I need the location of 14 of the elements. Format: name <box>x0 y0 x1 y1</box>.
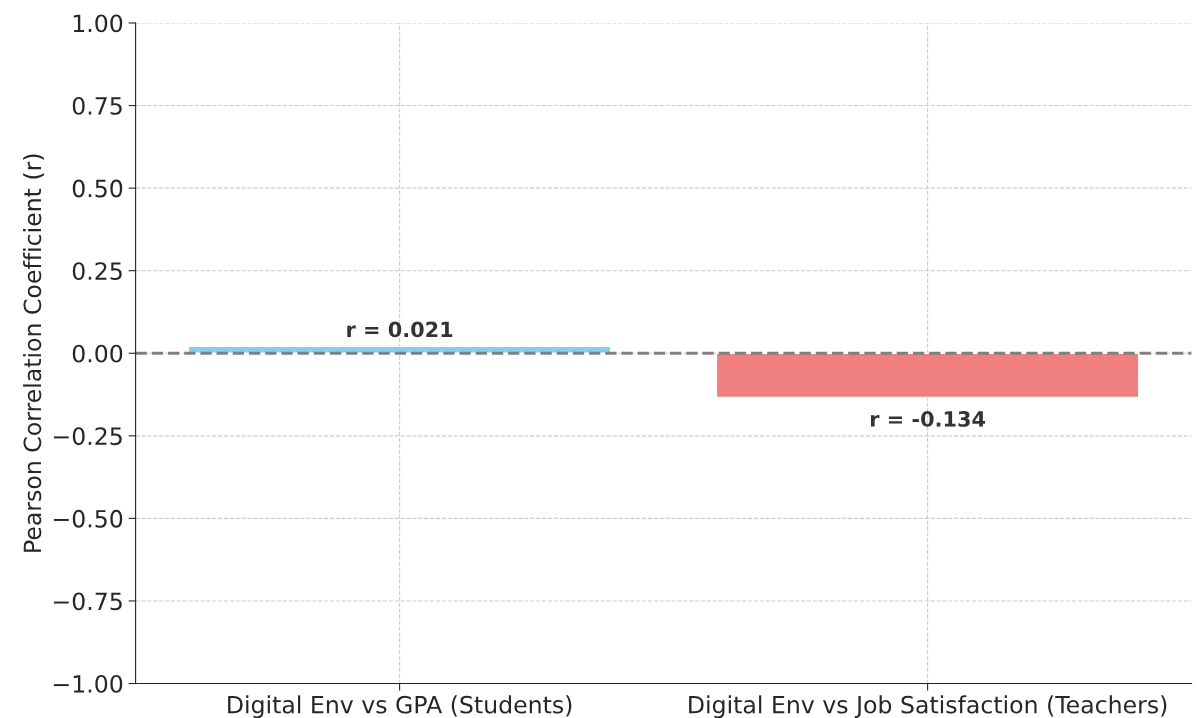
y-tick-label: −1.00 <box>53 674 123 693</box>
y-tick-label: 1.00 <box>73 14 123 33</box>
x-tick-label: Digital Env vs Job Satisfaction (Teachers) <box>689 695 1167 718</box>
y-tick-label: −0.25 <box>53 427 122 446</box>
y-tick-label: 0.50 <box>72 179 123 198</box>
data-label: r = -0.134 <box>870 411 986 427</box>
y-tick-label: 0.75 <box>72 96 122 115</box>
y-axis-title: Pearson Correlation Coefficient (r) <box>23 154 45 552</box>
data-label: r = 0.021 <box>347 321 453 338</box>
x-tick-label: Digital Env vs GPA (Students) <box>228 695 572 718</box>
y-tick-label: 0.25 <box>72 262 122 280</box>
y-tick-label: −0.75 <box>53 592 122 611</box>
y-tick-label: −0.50 <box>53 509 123 528</box>
y-tick-label: 0.00 <box>72 344 123 363</box>
